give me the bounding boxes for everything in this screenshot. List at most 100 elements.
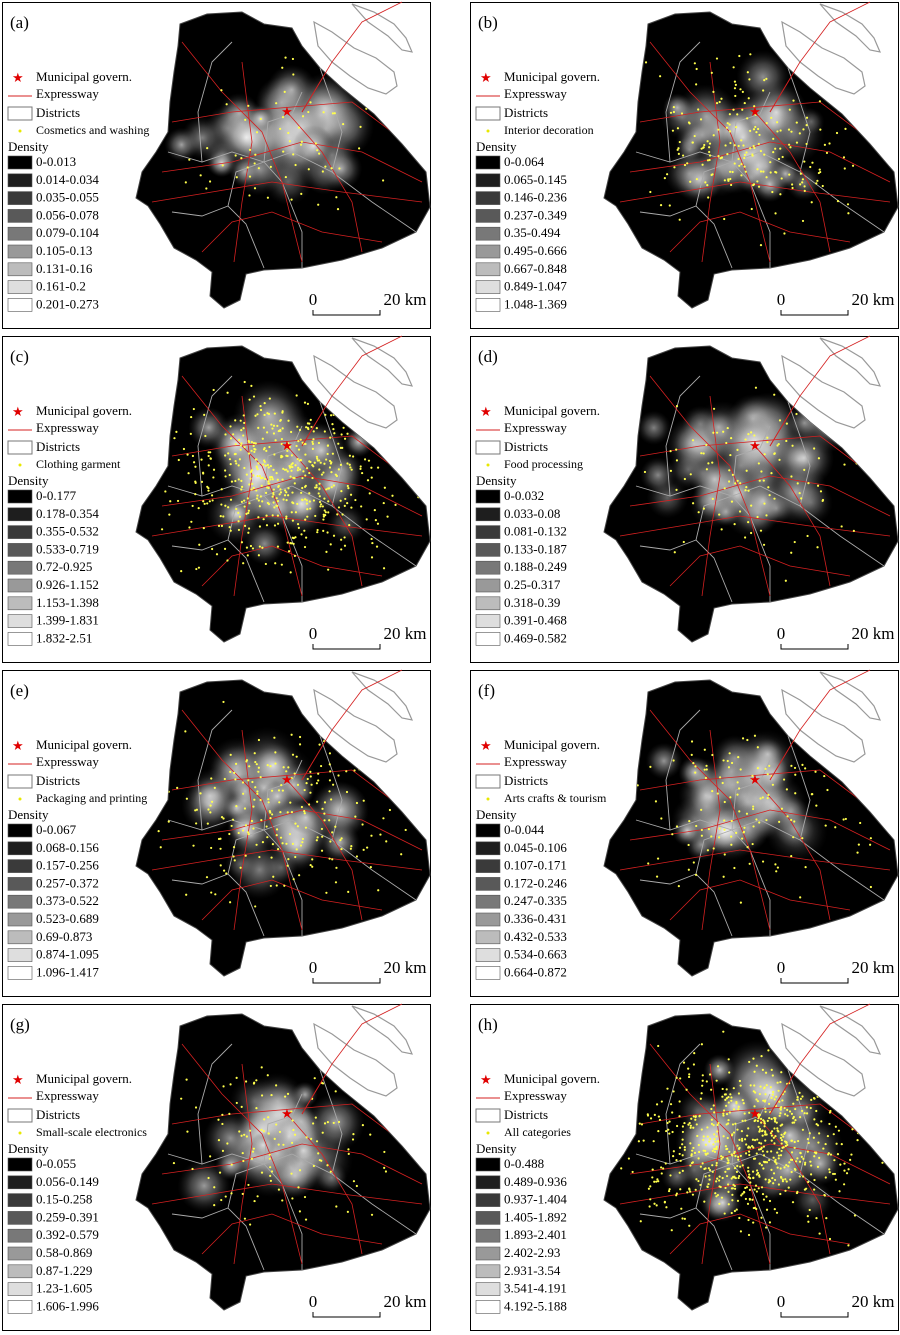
poi-point bbox=[756, 1100, 760, 1103]
poi-point bbox=[374, 519, 377, 522]
poi-point bbox=[723, 1093, 727, 1096]
poi-point bbox=[750, 504, 753, 507]
poi-point bbox=[765, 1084, 768, 1087]
poi-point bbox=[756, 180, 759, 183]
poi-point bbox=[316, 531, 319, 534]
poi-point bbox=[673, 166, 676, 169]
poi-point bbox=[691, 502, 695, 505]
poi-point bbox=[194, 809, 197, 812]
poi-point bbox=[284, 56, 287, 59]
poi-point bbox=[206, 502, 209, 505]
legend-class-label: 0.133-0.187 bbox=[504, 541, 567, 556]
density-glow bbox=[724, 733, 795, 804]
poi-point bbox=[286, 1092, 290, 1095]
poi-point bbox=[681, 1169, 684, 1172]
poi-point bbox=[267, 798, 270, 801]
poi-point bbox=[251, 780, 254, 784]
poi-point bbox=[338, 167, 341, 170]
poi-point bbox=[251, 547, 255, 550]
legend-swatch bbox=[475, 560, 501, 575]
district-boundary bbox=[167, 151, 293, 163]
poi-point bbox=[808, 1208, 811, 1212]
district-boundary bbox=[197, 41, 233, 163]
poi-point bbox=[724, 1145, 728, 1148]
poi-point bbox=[767, 486, 770, 489]
poi-point bbox=[226, 1142, 229, 1145]
poi-point bbox=[757, 1112, 760, 1115]
municipal-star: ★ bbox=[749, 772, 761, 787]
poi-point bbox=[305, 426, 308, 429]
poi-point bbox=[763, 502, 766, 505]
poi-point bbox=[644, 61, 648, 64]
poi-point bbox=[836, 1153, 840, 1156]
poi-point bbox=[282, 467, 285, 470]
poi-point bbox=[323, 497, 326, 500]
poi-point bbox=[766, 1119, 769, 1123]
poi-point bbox=[347, 1152, 350, 1155]
poi-point bbox=[347, 1148, 350, 1151]
poi-point bbox=[753, 146, 756, 150]
legend-class-label: 0.161-0.2 bbox=[36, 279, 86, 294]
poi-point bbox=[715, 1161, 718, 1165]
legend-class-label: 0-0.044 bbox=[504, 822, 545, 837]
poi-point bbox=[159, 846, 162, 849]
legend-class-label: 0-0.177 bbox=[36, 488, 77, 503]
poi-point bbox=[257, 770, 260, 773]
legend-star-label: Municipal govern. bbox=[36, 403, 132, 418]
poi-point bbox=[294, 163, 297, 167]
poi-point bbox=[207, 1176, 210, 1180]
poi-point bbox=[799, 896, 802, 899]
legend-swatch bbox=[475, 877, 501, 891]
poi-point bbox=[266, 486, 269, 489]
poi-point bbox=[763, 1125, 766, 1128]
poi-point bbox=[400, 853, 403, 856]
poi-point bbox=[306, 777, 309, 781]
legend-class-label: 1.832-2.51 bbox=[36, 630, 92, 645]
poi-point bbox=[766, 797, 769, 800]
legend-swatch bbox=[475, 1193, 501, 1207]
poi-point bbox=[692, 1146, 695, 1150]
poi-point bbox=[361, 823, 364, 826]
poi-point bbox=[721, 781, 724, 785]
poi-point bbox=[342, 122, 345, 126]
poi-point bbox=[271, 514, 274, 517]
legend-class-label: 0.065-0.145 bbox=[504, 172, 567, 187]
poi-point bbox=[283, 884, 286, 887]
poi-point bbox=[793, 1167, 796, 1171]
poi-point bbox=[291, 491, 294, 494]
poi-point bbox=[707, 1167, 710, 1170]
poi-point bbox=[247, 531, 250, 534]
poi-point bbox=[715, 1164, 718, 1167]
poi-point bbox=[755, 1098, 758, 1101]
poi-point bbox=[695, 1178, 698, 1181]
poi-point bbox=[718, 513, 721, 516]
poi-point bbox=[234, 443, 237, 446]
poi-point bbox=[668, 1132, 671, 1135]
poi-point bbox=[252, 444, 255, 448]
poi-point bbox=[666, 1087, 669, 1090]
poi-point bbox=[691, 1161, 694, 1164]
poi-point bbox=[303, 545, 307, 549]
poi-point bbox=[337, 1120, 341, 1124]
poi-point bbox=[304, 826, 308, 829]
expressway-line bbox=[769, 1003, 871, 1115]
poi-point bbox=[254, 153, 257, 156]
legend-class-label: 0.237-0.349 bbox=[504, 207, 567, 222]
poi-point bbox=[339, 839, 342, 842]
poi-point bbox=[304, 474, 307, 477]
district-boundary bbox=[695, 495, 771, 602]
poi-point bbox=[741, 1139, 744, 1142]
poi-point bbox=[298, 1169, 302, 1172]
poi-point bbox=[299, 143, 303, 146]
poi-point bbox=[817, 1141, 820, 1144]
density-glow bbox=[188, 407, 230, 448]
poi-point bbox=[320, 1159, 323, 1162]
poi-point bbox=[229, 529, 232, 532]
poi-point bbox=[727, 1203, 730, 1206]
poi-point bbox=[238, 1130, 241, 1133]
poi-point bbox=[726, 1157, 729, 1160]
poi-point bbox=[273, 506, 276, 509]
poi-point bbox=[776, 1081, 779, 1084]
expressway-line bbox=[161, 1143, 423, 1185]
expressway-line bbox=[629, 809, 891, 851]
